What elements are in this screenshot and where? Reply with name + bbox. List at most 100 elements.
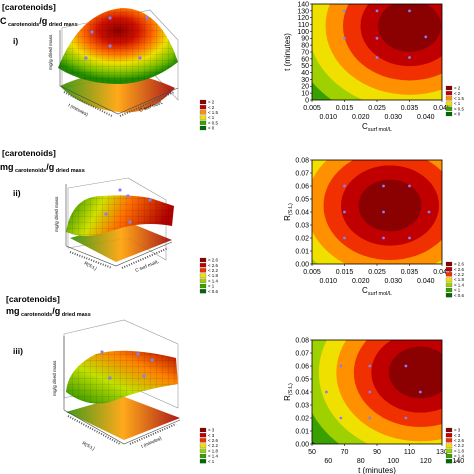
design-point xyxy=(375,56,379,59)
x-tick-label: 0.045 xyxy=(433,105,451,112)
contour-plot-2: 0.00 0.01 0.02 0.03 0.04 0.05 0.06 0.07 0.08 0.00… xyxy=(283,157,451,297)
legend-label: < 2.6 xyxy=(208,438,218,443)
x-tick-label: 0.040 xyxy=(417,114,435,121)
x-tick-label: 0.030 xyxy=(384,278,402,285)
x-tick-label: 0.015 xyxy=(336,105,354,112)
row-label-unit: mg carotenoids/g dried mass xyxy=(0,162,85,174)
z-axis-label: mg/g dried mass xyxy=(54,196,60,232)
y-tick-label: 0.07 xyxy=(295,350,309,357)
contour-band xyxy=(358,179,422,232)
row-label-1: [carotenoids] C carotenoids/g dried mass… xyxy=(0,2,78,46)
legend-label: < 2 xyxy=(208,105,215,110)
design-point xyxy=(382,210,385,214)
x-axis-label: Csurf mol/L xyxy=(362,286,392,297)
x-tick-label: 0.005 xyxy=(303,269,321,276)
legend-swatch xyxy=(199,99,207,105)
legend-swatch xyxy=(445,267,453,272)
y-axis-label: R(S:L) xyxy=(283,383,294,401)
legend-swatch xyxy=(445,101,453,106)
row-label-title: [carotenoids] xyxy=(2,2,56,12)
legend-label: < 1.8 xyxy=(208,448,218,453)
y-tick-label: 0.08 xyxy=(295,157,309,164)
x-tick-label: 0.025 xyxy=(368,269,386,276)
x-tick-label: 0.025 xyxy=(368,105,386,112)
row-roman: i) xyxy=(13,36,18,46)
design-point xyxy=(325,390,328,394)
y-tick-label: 0.06 xyxy=(295,183,309,190)
y-tick-label: 10 xyxy=(301,91,309,98)
surface-plot-2: mg/g dried mass R(S:L) C surf mol/L xyxy=(54,177,174,273)
legend-surface-2: > 2.6< 2.6< 2.2< 1.8< 1.4< 1< 0.6 xyxy=(199,258,218,294)
legend-label: < 2.6 xyxy=(454,438,464,443)
legend-swatch xyxy=(199,289,207,294)
legend-swatch xyxy=(445,293,453,298)
x-tick-label: 0.045 xyxy=(433,269,451,276)
legend-label: < 1.4 xyxy=(208,454,218,459)
design-point xyxy=(343,210,346,214)
legend-swatch xyxy=(199,273,207,278)
x-tick-label: 0.020 xyxy=(352,278,370,285)
y-tick-label: 60 xyxy=(301,56,309,63)
legend-swatch xyxy=(445,111,453,117)
row-label-unit: C carotenoids/g dried mass xyxy=(0,16,78,28)
y-axis-label: R(S:L) xyxy=(82,440,96,451)
y-tick-label: 30 xyxy=(301,77,309,84)
legend-label: > 2.6 xyxy=(454,262,464,267)
y-tick-label: 0 xyxy=(305,97,309,104)
legend-label: > 3 xyxy=(454,428,461,433)
z-axis-label: mg/g dried mass xyxy=(48,34,54,70)
contour-band xyxy=(378,4,441,52)
legend-swatch xyxy=(199,268,207,273)
legend-swatch xyxy=(445,459,453,464)
legend-label: < 0 xyxy=(208,126,215,131)
design-point xyxy=(368,364,372,368)
x-tick-label: 0.015 xyxy=(336,269,354,276)
design-point xyxy=(339,364,343,368)
legend-label: < 2.6 xyxy=(454,267,464,272)
y-tick-label: 0.01 xyxy=(295,248,309,255)
legend-swatch xyxy=(199,105,207,110)
y-axis-label: t (minutes) xyxy=(283,33,292,71)
contour-band xyxy=(388,346,442,399)
y-tick-label: 0.06 xyxy=(295,363,309,370)
x-tick-label: 0.010 xyxy=(319,278,337,285)
y-tick-label: 0.00 xyxy=(295,441,309,448)
legend-label: < 1.5 xyxy=(208,110,218,115)
legend-label: < 2 xyxy=(454,91,461,96)
legend-label: < 1 xyxy=(208,115,215,120)
legend-label: < 0.5 xyxy=(454,106,464,111)
legend-label: < 0.6 xyxy=(208,289,218,294)
legend-swatch xyxy=(199,115,207,120)
legend-swatch xyxy=(445,287,453,293)
legend-swatch xyxy=(199,459,207,464)
y-tick-label: 70 xyxy=(301,49,309,56)
legend-contour-3: > 3< 3< 2.6< 2.2< 1.8< 1.4< 1 xyxy=(445,428,464,464)
y-tick-label: 110 xyxy=(298,22,309,29)
legend-swatch xyxy=(445,106,453,111)
x-tick-label: 100 xyxy=(387,458,399,465)
legend-swatch xyxy=(445,261,453,267)
surface-plot-3: mg/g dried mass R(S:L) t (minutes) xyxy=(52,319,181,451)
legend-label: < 0.6 xyxy=(454,293,464,298)
legend-label: < 1.5 xyxy=(454,96,464,101)
design-point xyxy=(404,364,408,368)
row-roman: iii) xyxy=(13,346,23,356)
axis-lines xyxy=(59,30,179,115)
floor-surface xyxy=(66,396,180,440)
y-tick-label: 20 xyxy=(301,84,309,91)
legend-label: < 2.2 xyxy=(208,443,218,448)
legend-label: < 2.2 xyxy=(208,268,218,273)
legend-label: < 1.8 xyxy=(454,448,464,453)
y-tick-label: 0.08 xyxy=(295,337,309,344)
design-point xyxy=(343,236,346,240)
legend-contour-2: > 2.6< 2.6< 2.2< 1.8< 1.4< 1< 0.6 xyxy=(445,261,464,298)
axis-lines xyxy=(65,184,173,267)
y-tick-label: 0.05 xyxy=(295,376,309,383)
x-tick-label: 130 xyxy=(436,449,448,456)
design-point xyxy=(424,35,428,39)
design-point xyxy=(427,210,431,214)
x-tick-label: 0.035 xyxy=(401,269,419,276)
legend-swatch xyxy=(199,263,207,268)
legend-swatch xyxy=(445,91,453,96)
surface-plot-1: mg/g dried mass t (minutes) C surf mol/L xyxy=(48,8,179,117)
